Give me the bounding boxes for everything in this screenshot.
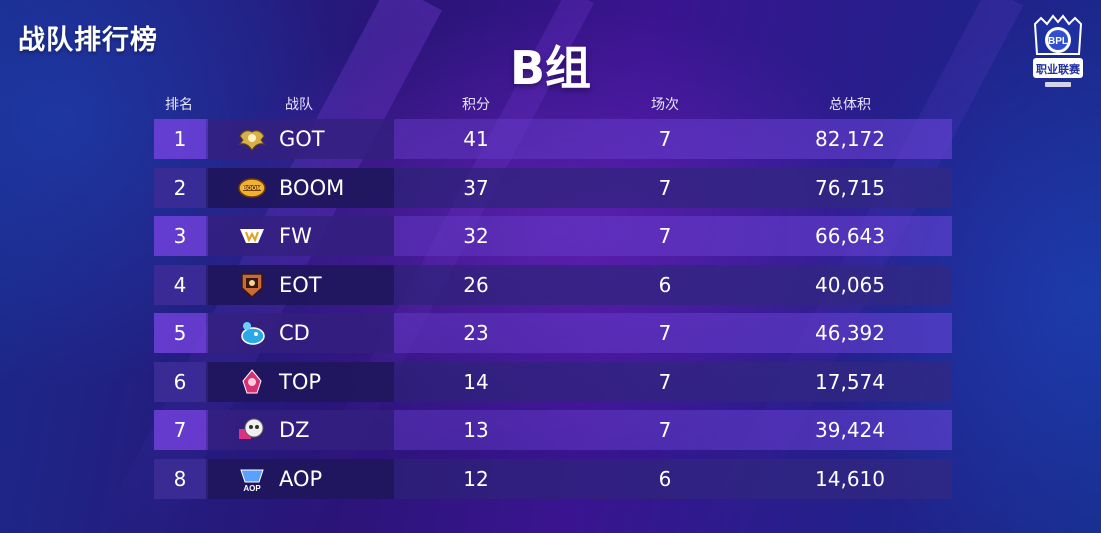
table-row: 2 BOOM BOOM 37 7 76,715 — [154, 167, 952, 208]
table-row: 4 EOT 26 6 40,065 — [154, 264, 952, 305]
points-value: 14 — [463, 369, 489, 394]
got-logo-icon — [237, 124, 267, 154]
rank-cell — [154, 410, 206, 450]
column-header-matches: 场次 — [651, 97, 679, 113]
matches-value: 7 — [658, 321, 672, 345]
rank-cell — [154, 264, 206, 305]
table-row: 3 FW 32 7 66,643 — [154, 216, 952, 256]
team-cell — [208, 458, 394, 499]
dz-logo-icon — [237, 415, 267, 445]
team-name: DZ — [279, 418, 310, 442]
matches-value: 6 — [658, 466, 672, 491]
team-name: AOP — [279, 466, 323, 491]
points-value: 13 — [463, 418, 489, 442]
total-value: 14,610 — [815, 466, 885, 491]
table-row: 6 TOP 14 7 17,574 — [154, 361, 952, 402]
rank-value: 2 — [173, 175, 187, 200]
points-value: 23 — [463, 321, 489, 345]
boom-logo-icon: BOOM — [237, 173, 267, 203]
eot-logo-icon — [237, 270, 267, 300]
column-header-rank: 排名 — [165, 97, 193, 113]
rank-cell — [154, 361, 206, 402]
total-value: 17,574 — [815, 369, 885, 394]
team-cell — [208, 264, 394, 305]
rank-value: 3 — [173, 224, 187, 248]
total-value: 82,172 — [815, 127, 885, 151]
points-value: 32 — [463, 224, 489, 248]
group-title: B组 — [509, 41, 592, 95]
table-row: 7 DZ 13 7 39,424 — [154, 410, 952, 450]
team-name: TOP — [279, 369, 322, 394]
league-logo: BPL 职业联赛 — [1027, 14, 1089, 94]
table-row: 5 CD 23 7 46,392 — [154, 313, 952, 353]
points-value: 12 — [463, 466, 489, 491]
points-value: 37 — [463, 175, 489, 200]
total-value: 39,424 — [815, 418, 885, 442]
rank-cell — [154, 313, 206, 353]
aop-logo-icon: AOP — [237, 464, 267, 494]
table-header: 排名 战队 积分 场次 总体积 — [154, 92, 952, 114]
top-logo-icon — [237, 367, 267, 397]
league-badge-text: BPL — [1048, 36, 1068, 47]
svg-text:BOOM: BOOM — [243, 186, 262, 192]
rank-value: 7 — [173, 418, 187, 442]
points-value: 26 — [463, 272, 489, 297]
matches-value: 7 — [658, 175, 672, 200]
fw-logo-icon — [237, 221, 267, 251]
ranking-table: 1 GOT 41 7 82,172 2 BOOM BOOM 37 7 76,715 3 FW 32 7 66,… — [154, 119, 952, 507]
matches-value: 7 — [658, 369, 672, 394]
league-name-text: 职业联赛 — [1036, 62, 1081, 76]
rank-value: 1 — [173, 127, 187, 151]
rank-cell — [154, 119, 206, 159]
rank-value: 5 — [173, 321, 187, 345]
team-cell — [208, 361, 394, 402]
page-title: 战队排行榜 — [18, 25, 158, 56]
rank-cell — [154, 216, 206, 256]
table-row: 1 GOT 41 7 82,172 — [154, 119, 952, 159]
rank-cell — [154, 167, 206, 208]
rank-value: 6 — [173, 369, 187, 394]
team-name: GOT — [279, 127, 325, 151]
team-cell — [208, 119, 394, 159]
total-value: 46,392 — [815, 321, 885, 345]
team-name: FW — [279, 224, 312, 248]
rank-cell — [154, 458, 206, 499]
matches-value: 7 — [658, 127, 672, 151]
column-header-team: 战队 — [285, 97, 313, 113]
column-header-points: 积分 — [462, 97, 490, 113]
matches-value: 7 — [658, 418, 672, 442]
cd-logo-icon — [237, 318, 267, 348]
total-value: 66,643 — [815, 224, 885, 248]
team-cell — [208, 216, 394, 256]
column-header-total: 总体积 — [829, 97, 871, 113]
total-value: 76,715 — [815, 175, 885, 200]
team-name: EOT — [279, 272, 322, 297]
total-value: 40,065 — [815, 272, 885, 297]
points-value: 41 — [463, 127, 489, 151]
matches-value: 7 — [658, 224, 672, 248]
team-cell — [208, 313, 394, 353]
svg-text:AOP: AOP — [243, 484, 261, 493]
team-name: CD — [279, 321, 310, 345]
rank-value: 4 — [173, 272, 187, 297]
rank-value: 8 — [173, 466, 187, 491]
team-name: BOOM — [279, 175, 345, 200]
matches-value: 6 — [658, 272, 672, 297]
table-row: 8 AOP AOP 12 6 14,610 — [154, 458, 952, 499]
